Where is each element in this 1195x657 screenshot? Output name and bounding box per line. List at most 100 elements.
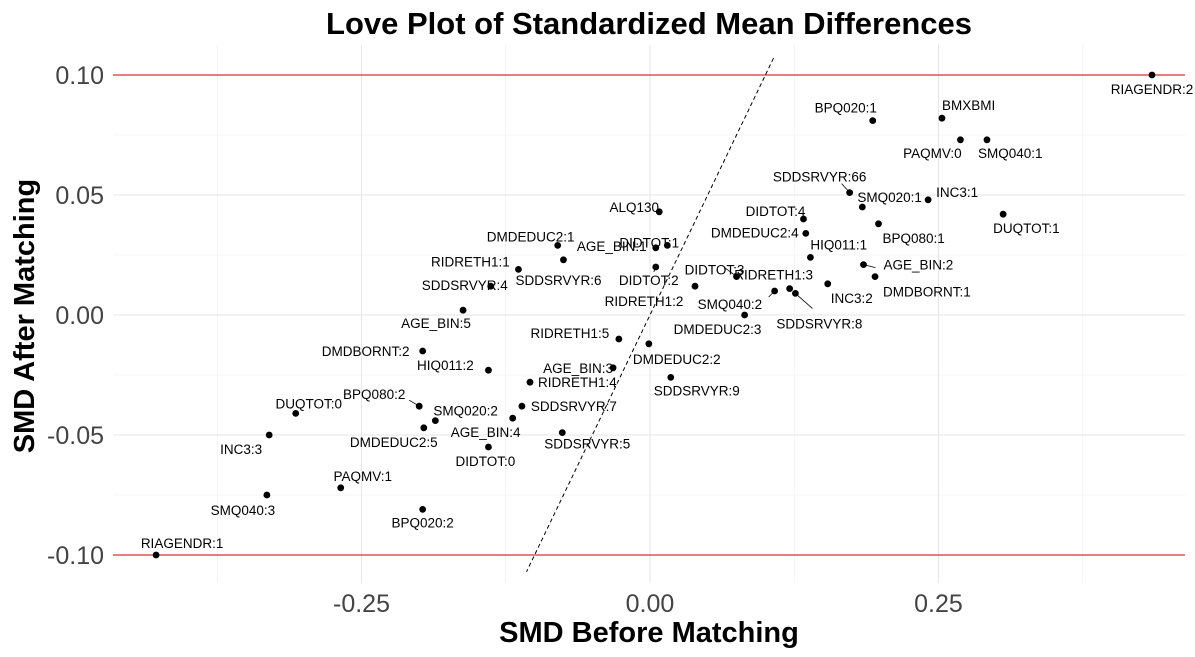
point-label: DIDTOT:0: [456, 454, 516, 469]
data-point: [741, 311, 749, 319]
point-label: DIDTOT:1: [619, 235, 679, 250]
point-label: BPQ020:2: [392, 515, 454, 530]
point-label: SMQ020:1: [857, 190, 922, 205]
label-leader-line: [863, 264, 876, 268]
point-label: DIDTOT:2: [619, 273, 679, 288]
data-point: [957, 136, 964, 144]
chart-title: Love Plot of Standardized Mean Differenc…: [326, 6, 972, 41]
data-point: [667, 374, 675, 381]
point-label: RIDRETH1:3: [734, 268, 813, 283]
data-point: [655, 208, 663, 216]
point-label: HIQ011:2: [417, 358, 474, 373]
data-point: [1148, 71, 1156, 79]
data-point: [419, 347, 427, 355]
data-point: [560, 256, 567, 264]
data-point: [558, 429, 566, 436]
point-label: SDDSRVYR:8: [776, 316, 862, 331]
axis-ticks: -0.25 0.00 0.25 -0.10 -0.05 0.00 0.05 0.10: [47, 62, 963, 618]
data-point: [420, 424, 428, 432]
point-label: DUQTOT:1: [993, 221, 1060, 236]
x-tick-label: 0.00: [626, 590, 675, 618]
data-point: [419, 506, 427, 513]
point-label: DMDEDUC2:5: [350, 435, 438, 450]
point-label: BPQ080:1: [882, 231, 944, 246]
point-label: INC3:1: [936, 185, 978, 200]
data-point: [515, 266, 522, 273]
data-point: [663, 242, 671, 249]
point-label: ALQ130: [609, 200, 659, 215]
y-tick-label: 0.00: [55, 302, 104, 330]
point-label: AGE_BIN:2: [883, 258, 953, 273]
data-point: [800, 215, 807, 223]
data-point: [924, 196, 932, 204]
data-point: [824, 280, 832, 288]
point-label: SDDSRVYR:66: [773, 170, 867, 185]
reference-lines: [113, 57, 1185, 573]
data-point: [999, 210, 1007, 218]
data-point: [263, 491, 271, 499]
point-label: SMQ040:2: [698, 297, 763, 312]
data-point: [459, 306, 467, 314]
point-label: AGE_BIN:3: [543, 361, 613, 376]
label-leader-line: [653, 266, 657, 273]
data-point: [691, 282, 699, 290]
point-label: SDDSRVYR:5: [544, 437, 630, 452]
x-tick-label: 0.25: [914, 590, 963, 618]
data-point: [526, 378, 534, 386]
data-point: [875, 220, 882, 228]
data-point: [983, 136, 991, 144]
point-label: RIDRETH1:1: [431, 254, 510, 269]
label-leader-line: [768, 290, 775, 298]
point-label: INC3:2: [831, 291, 873, 306]
point-label: PAQMV:1: [333, 469, 392, 484]
data-point: [609, 364, 617, 372]
point-label: BPQ080:2: [343, 387, 405, 402]
point-label: PAQMV:0: [903, 146, 962, 161]
x-axis-title: SMD Before Matching: [499, 617, 799, 649]
point-label: AGE_BIN:5: [401, 316, 471, 331]
point-label: AGE_BIN:1: [577, 239, 647, 254]
point-label: RIDRETH1:5: [530, 326, 609, 341]
data-point: [292, 410, 300, 417]
data-point: [858, 203, 866, 211]
point-label: SDDSRVYR:4: [422, 278, 509, 293]
x-tick-label: -0.25: [333, 590, 390, 618]
point-label: DUQTOT:0: [275, 396, 342, 411]
point-label: DMDBORNT:2: [322, 344, 410, 359]
point-label: RIDRETH1:4: [538, 375, 617, 390]
data-point: [802, 230, 810, 237]
identity-diagonal-line: [526, 57, 774, 573]
point-label: SMQ040:1: [978, 146, 1043, 161]
y-tick-label: -0.05: [47, 422, 104, 450]
point-label: SMQ020:2: [433, 404, 498, 419]
point-label: DMDEDUC2:2: [633, 352, 721, 367]
point-label: BPQ020:1: [815, 101, 877, 116]
label-leader-line: [795, 293, 813, 309]
data-point: [265, 431, 273, 439]
data-point: [337, 484, 345, 492]
data-point: [487, 282, 495, 290]
point-label: DIDTOT:4: [746, 204, 806, 219]
data-point: [485, 443, 492, 451]
point-label: SMQ040:3: [211, 503, 276, 518]
data-point: [518, 402, 526, 410]
point-label: HIQ011:1: [810, 237, 867, 252]
point-label: RIAGENDR:2: [1111, 82, 1194, 97]
data-point: [152, 551, 160, 559]
data-point: [509, 414, 517, 422]
data-point: [869, 117, 877, 124]
y-axis-title: SMD After Matching: [9, 179, 41, 453]
data-point: [645, 340, 653, 348]
data-point: [485, 366, 492, 374]
data-point: [871, 273, 879, 280]
point-label: SDDSRVYR:9: [654, 383, 740, 398]
point-label: INC3:3: [220, 442, 262, 457]
data-point: [615, 335, 623, 343]
point-label: RIAGENDR:1: [141, 536, 224, 551]
label-leader-line: [724, 267, 737, 277]
y-tick-label: -0.10: [47, 542, 104, 570]
y-tick-label: 0.10: [55, 62, 104, 90]
point-label: DMDEDUC2:4: [711, 225, 799, 240]
